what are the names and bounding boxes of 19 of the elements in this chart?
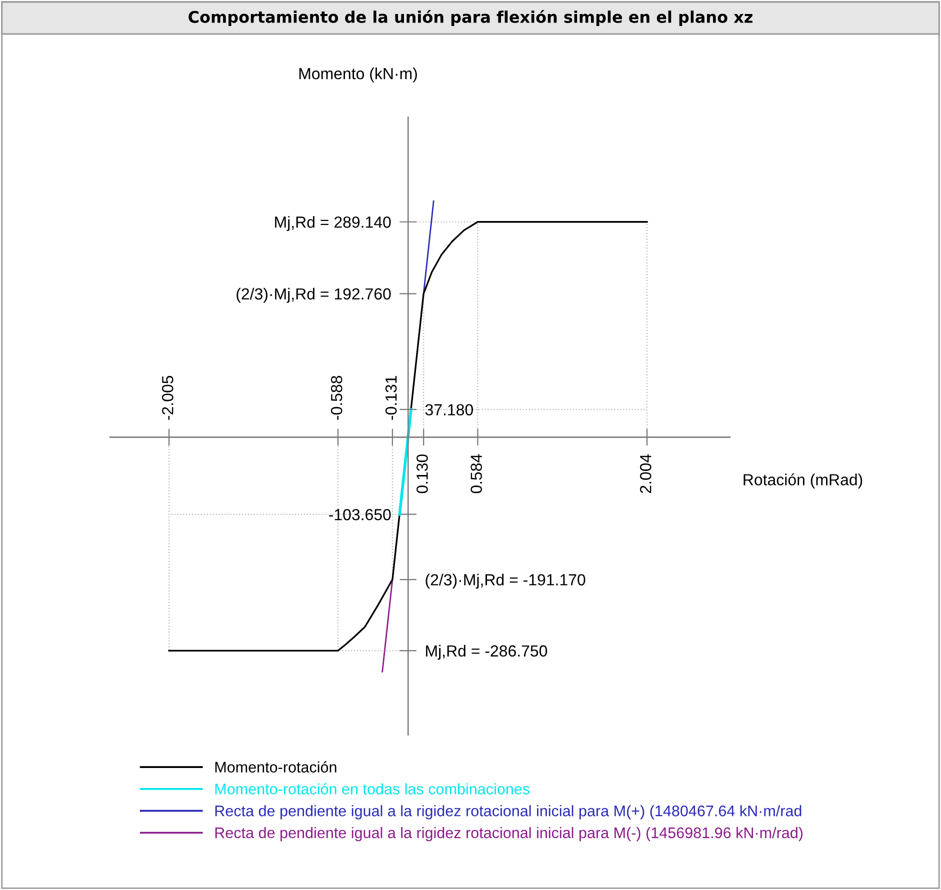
legend-label: Momento-rotación xyxy=(215,761,336,773)
y2-tick-label: Mj,Rd = -286.750 xyxy=(426,644,548,660)
x2-tick-label: -0.131 xyxy=(385,376,397,420)
x-tick-label: 0.584 xyxy=(470,454,482,494)
x2-tick-label: -2.005 xyxy=(162,376,174,420)
y2-tick-label: (2/3)·Mj,Rd = -191.170 xyxy=(426,574,586,589)
legend-label: Recta de pendiente igual a la rigidez rotacional inicial para M(-) (1456981.96 kN·m/rad) xyxy=(215,826,803,842)
y-tick-label: (2/3)·Mj,Rd = 192.760 xyxy=(236,288,391,303)
x-tick-label: 2.004 xyxy=(640,454,652,493)
x-axis-title: Rotación (mRad) xyxy=(744,473,862,489)
y-axis-title: Momento (kN·m) xyxy=(299,68,417,82)
y-tick-label: -103.650 xyxy=(329,508,391,520)
legend-label: Momento-rotación en todas las combinaciones xyxy=(215,783,530,794)
y2-tick-label: 37.180 xyxy=(425,404,473,416)
x2-tick-label: -0.588 xyxy=(330,376,342,420)
x-tick-label: 0.130 xyxy=(416,454,428,494)
chart-title: Comportamiento de la unión para flexión simple en el plano xz xyxy=(188,10,752,26)
y-tick-label: Mj,Rd = 289.140 xyxy=(275,216,391,231)
legend-label: Recta de pendiente igual a la rigidez rotacional inicial para M(+) (1480467.64 kN·m/rad xyxy=(215,805,802,820)
